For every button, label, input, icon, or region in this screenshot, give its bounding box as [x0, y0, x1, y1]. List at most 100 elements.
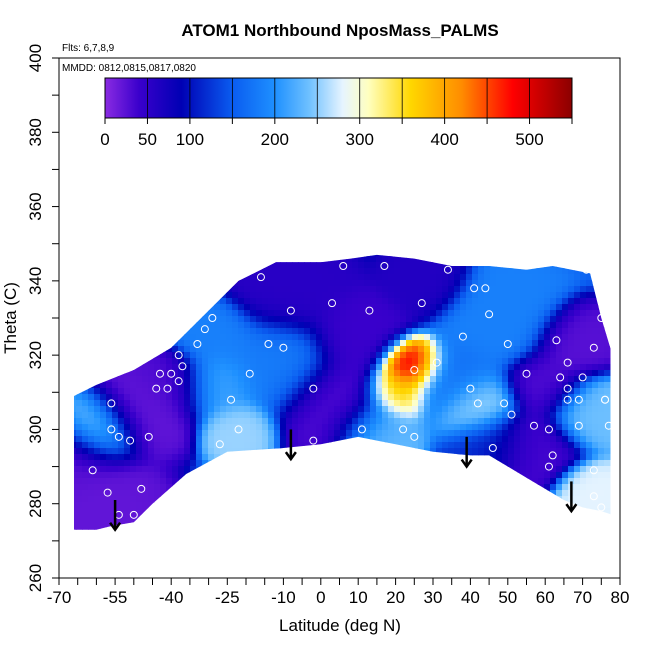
heatmap-cell [340, 262, 347, 269]
heatmap-cell [424, 322, 431, 329]
heatmap-cell [496, 382, 503, 389]
heatmap-cell [544, 436, 551, 443]
heatmap-cell [574, 508, 581, 515]
heatmap-cell [490, 388, 497, 395]
heatmap-cell [202, 490, 209, 497]
heatmap-cell [454, 274, 461, 281]
heatmap-cell [280, 472, 287, 479]
heatmap-cell [430, 286, 437, 293]
heatmap-cell [76, 496, 83, 503]
heatmap-cell [124, 430, 131, 437]
heatmap-cell [118, 316, 125, 323]
heatmap-cell [538, 538, 545, 545]
heatmap-cell [148, 418, 155, 425]
heatmap-cell [76, 346, 83, 353]
heatmap-cell [514, 268, 521, 275]
heatmap-cell [346, 418, 353, 425]
heatmap-cell [172, 448, 179, 455]
heatmap-cell [316, 370, 323, 377]
heatmap-cell [448, 256, 455, 263]
heatmap-cell [436, 532, 443, 539]
heatmap-cell [334, 388, 341, 395]
heatmap-cell [304, 418, 311, 425]
heatmap-cell [94, 262, 101, 269]
heatmap-cell [394, 304, 401, 311]
heatmap-cell [448, 514, 455, 521]
heatmap-cell [94, 406, 101, 413]
heatmap-cell [166, 340, 173, 347]
heatmap-cell [394, 478, 401, 485]
heatmap-cell [532, 406, 539, 413]
heatmap-cell [598, 274, 605, 281]
heatmap-cell [592, 328, 599, 335]
heatmap-cell [352, 472, 359, 479]
heatmap-cell [460, 436, 467, 443]
heatmap-cell [358, 418, 365, 425]
heatmap-cell [508, 544, 515, 551]
heatmap-cell [160, 322, 167, 329]
heatmap-cell [442, 424, 449, 431]
y-tick-label: 380 [26, 118, 45, 146]
heatmap-cell [370, 454, 377, 461]
heatmap-cell [448, 370, 455, 377]
heatmap-cell [346, 556, 353, 563]
heatmap-cell [226, 520, 233, 527]
heatmap-cell [316, 316, 323, 323]
heatmap-cell [256, 520, 263, 527]
heatmap-cell [262, 382, 269, 389]
heatmap-cell [166, 352, 173, 359]
heatmap-cell [424, 502, 431, 509]
heatmap-cell [418, 406, 425, 413]
heatmap-cell [292, 550, 299, 557]
heatmap-cell [232, 526, 239, 530]
heatmap-cell [94, 478, 101, 485]
heatmap-cell [190, 254, 197, 257]
heatmap-cell [364, 262, 371, 269]
heatmap-cell [370, 496, 377, 503]
heatmap-cell [310, 436, 317, 443]
heatmap-cell [526, 526, 533, 530]
heatmap-cell [556, 406, 563, 413]
heatmap-cell [514, 358, 521, 365]
heatmap-cell [74, 310, 77, 317]
heatmap-cell [292, 316, 299, 323]
heatmap-cell [214, 376, 221, 383]
heatmap-cell [322, 280, 329, 287]
heatmap-cell [178, 256, 185, 263]
heatmap-cell [562, 490, 569, 497]
heatmap-cell [202, 472, 209, 479]
heatmap-cell [328, 532, 335, 539]
heatmap-cell [76, 376, 83, 383]
heatmap-cell [238, 328, 245, 335]
heatmap-cell [136, 538, 143, 545]
heatmap-cell [364, 394, 371, 401]
heatmap-cell [310, 280, 317, 287]
heatmap-cell [442, 388, 449, 395]
heatmap-cell [154, 520, 161, 527]
heatmap-cell [256, 262, 263, 269]
heatmap-cell [550, 268, 557, 275]
heatmap-cell [88, 412, 95, 419]
heatmap-cell [262, 490, 269, 497]
heatmap-cell [418, 508, 425, 515]
heatmap-cell [490, 256, 497, 263]
heatmap-cell [82, 478, 89, 485]
heatmap-cell [214, 454, 221, 461]
heatmap-cell [340, 484, 347, 491]
heatmap-cell [472, 550, 479, 557]
heatmap-cell [226, 472, 233, 479]
heatmap-cell [532, 508, 539, 515]
heatmap-cell [172, 298, 179, 305]
heatmap-cell [598, 346, 605, 353]
heatmap-cell [148, 322, 155, 329]
heatmap-cell [160, 460, 167, 467]
heatmap-cell [130, 418, 137, 425]
heatmap-cell [436, 418, 443, 425]
heatmap-cell [286, 254, 293, 257]
heatmap-cell [364, 358, 371, 365]
heatmap-cell [352, 490, 359, 497]
heatmap-cell [502, 340, 509, 347]
heatmap-cell [274, 376, 281, 383]
heatmap-cell [148, 352, 155, 359]
heatmap-cell [148, 406, 155, 413]
